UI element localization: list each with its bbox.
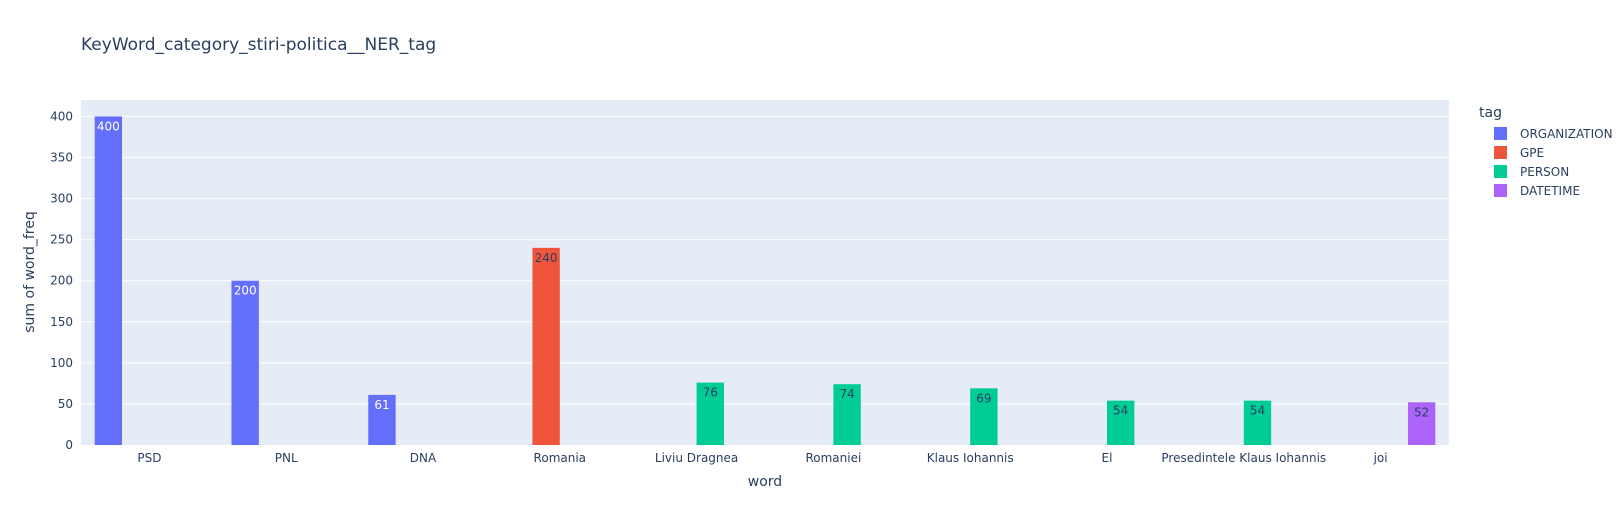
x-tick-label: Presedintele Klaus Iohannis [1161, 451, 1326, 465]
legend-swatch[interactable] [1494, 146, 1507, 159]
legend-item-label[interactable]: DATETIME [1520, 184, 1580, 198]
chart-title: KeyWord_category_stiri-politica__NER_tag [81, 35, 436, 55]
y-tick-label: 200 [50, 274, 73, 288]
y-tick-label: 100 [50, 356, 73, 370]
y-tick-label: 300 [50, 192, 73, 206]
y-axis-title: sum of word_freq [22, 211, 38, 333]
y-tick-label: 0 [65, 438, 73, 452]
bar-person[interactable] [696, 382, 724, 445]
x-tick-label: Klaus Iohannis [927, 451, 1014, 465]
y-tick-label: 150 [50, 315, 73, 329]
bars: 400 200 61 240 76 74 69 54 54 52 [94, 116, 1436, 445]
bar-organization[interactable] [368, 394, 396, 445]
x-tick-label: Liviu Dragnea [655, 451, 738, 465]
y-tick-label: 250 [50, 233, 73, 247]
legend-item-label[interactable]: PERSON [1520, 165, 1569, 179]
bar-data-label: 54 [1250, 404, 1265, 418]
x-axis-title: word [748, 474, 782, 490]
x-tick-label: joi [1373, 451, 1388, 465]
legend-swatch[interactable] [1494, 127, 1507, 140]
legend-item-label[interactable]: GPE [1520, 146, 1544, 160]
y-axis-ticks: 0 50 100 150 200 250 300 350 400 [50, 109, 73, 452]
bar-data-label: 400 [97, 119, 120, 133]
bar-organization[interactable] [231, 280, 259, 445]
legend-swatch[interactable] [1494, 165, 1507, 178]
bar-datetime[interactable] [1407, 402, 1436, 445]
bar-person[interactable] [1243, 400, 1272, 445]
bar-person[interactable] [970, 388, 998, 445]
bar-person[interactable] [833, 384, 861, 445]
bar-data-label: 200 [234, 284, 257, 298]
bar-data-label: 69 [976, 391, 991, 405]
legend: ORGANIZATION GPE PERSON DATETIME [1494, 127, 1613, 198]
grid-lines [81, 115, 1449, 405]
plot-area [81, 100, 1449, 445]
legend-title: tag [1479, 105, 1502, 121]
x-tick-label: PSD [137, 451, 161, 465]
bar-data-label: 74 [839, 387, 854, 401]
bar-data-label: 52 [1414, 405, 1429, 419]
legend-swatch[interactable] [1494, 184, 1507, 197]
bar-data-label: 240 [535, 251, 558, 265]
y-tick-label: 400 [50, 109, 73, 123]
legend-item-label[interactable]: ORGANIZATION [1520, 127, 1613, 141]
x-tick-label: PNL [275, 451, 298, 465]
bar-organization[interactable] [94, 116, 123, 445]
x-tick-label: El [1102, 451, 1113, 465]
bar-data-label: 61 [374, 398, 389, 412]
x-tick-label: Romania [534, 451, 586, 465]
x-axis-ticks: PSD PNL DNA Romania Liviu Dragnea Romaniei Kla… [137, 451, 1387, 465]
y-tick-label: 50 [58, 397, 73, 411]
y-tick-label: 350 [50, 151, 73, 165]
bar-data-label: 54 [1113, 404, 1128, 418]
bar-data-label: 76 [703, 386, 718, 400]
x-tick-label: Romaniei [805, 451, 861, 465]
bar-person[interactable] [1107, 400, 1135, 445]
bar-gpe[interactable] [532, 247, 560, 445]
x-tick-label: DNA [410, 451, 437, 465]
